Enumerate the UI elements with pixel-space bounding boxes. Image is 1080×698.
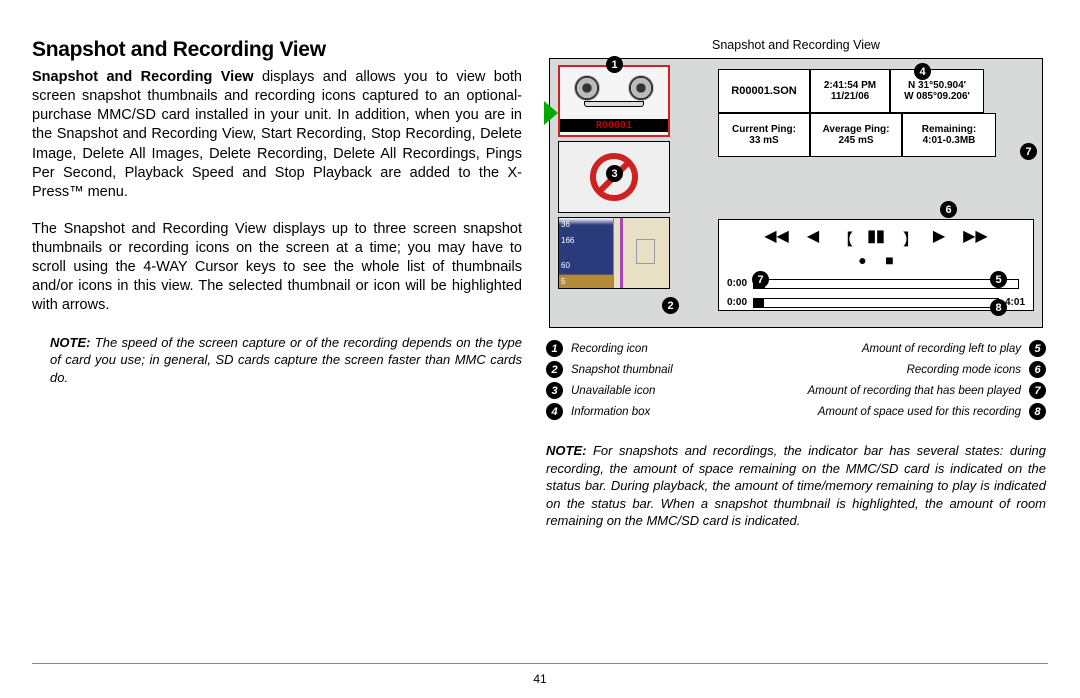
legend-item: 4Information box (546, 403, 673, 420)
recording-thumbnail: R00001 (558, 65, 670, 137)
note1-bold: NOTE: (50, 335, 90, 350)
legend-item: 7Amount of recording that has been playe… (807, 382, 1046, 399)
callout-6: 6 (940, 201, 957, 218)
legend-item: 5Amount of recording left to play (807, 340, 1046, 357)
callout-5: 5 (990, 271, 1007, 288)
pause-icon: ▮▮ (867, 226, 885, 250)
note-2: NOTE: For snapshots and recordings, the … (546, 442, 1046, 530)
step-back-icon: 【 (837, 226, 849, 250)
selection-arrows (548, 65, 680, 141)
datetime-cell: 2:41:54 PM 11/21/06 (810, 69, 890, 113)
divider (32, 663, 1048, 664)
page-number: 41 (0, 672, 1080, 686)
coords-cell: N 31°50.904' W 085°09.206' (890, 69, 984, 113)
forward-fast-icon: ▶▶ (963, 226, 988, 250)
info-row-2: Current Ping: 33 mS Average Ping: 245 mS… (718, 113, 1034, 157)
callout-1: 1 (606, 56, 623, 73)
callout-7b: 7 (752, 271, 769, 288)
note2-rest: For snapshots and recordings, the indica… (546, 443, 1046, 528)
play-icon: ▶ (933, 226, 945, 250)
note-1: NOTE: The speed of the screen capture or… (32, 334, 522, 387)
legend-right: 5Amount of recording left to play 6Recor… (807, 340, 1046, 420)
progress-row-2: 0:00 4:01 (727, 297, 1025, 308)
record-stop-icons: ● ■ (727, 252, 1025, 270)
progress-row-1: 0:00 (727, 278, 1025, 289)
paragraph-1: Snapshot and Recording View displays and… (32, 68, 522, 202)
legend-item: 6Recording mode icons (807, 361, 1046, 378)
page-title: Snapshot and Recording View (32, 38, 522, 62)
legend-left: 1Recording icon 2Snapshot thumbnail 3Una… (546, 340, 673, 420)
rewind-icon: ◀ (807, 226, 819, 250)
arrow-left-icon (544, 101, 558, 125)
map-strip (614, 218, 669, 288)
progress-bar-2 (753, 298, 999, 308)
para1-bold: Snapshot and Recording View (32, 69, 254, 85)
paragraph-2: The Snapshot and Recording View displays… (32, 220, 522, 316)
avgping-cell: Average Ping: 245 mS (810, 113, 902, 157)
record-icon: ● (858, 252, 866, 268)
time-right-2: 4:01 (1005, 297, 1025, 308)
legend-item: 2Snapshot thumbnail (546, 361, 673, 378)
curping-cell: Current Ping: 33 mS (718, 113, 810, 157)
legend-item: 3Unavailable icon (546, 382, 673, 399)
control-icons-row: ◀◀ ◀ 【 ▮▮ 】 ▶ ▶▶ (727, 226, 1025, 250)
callout-7: 7 (1020, 143, 1037, 160)
para1-rest: displays and allows you to view both scr… (32, 69, 522, 200)
note1-rest: The speed of the screen capture or of th… (50, 335, 522, 385)
callout-3: 3 (606, 165, 623, 182)
time-left-1: 0:00 (727, 278, 747, 289)
filename-cell: R00001.SON (718, 69, 810, 113)
legend-item: 8Amount of space used for this recording (807, 403, 1046, 420)
sonar-preview: 36 166 60 5 (559, 218, 669, 288)
callout-2: 2 (662, 297, 679, 314)
progress-bar-1 (753, 279, 1019, 289)
snapshot-thumbnail: 36 166 60 5 (558, 217, 670, 289)
figure-caption: Snapshot and Recording View (546, 38, 1046, 52)
time-left-2: 0:00 (727, 297, 747, 308)
legend-item: 1Recording icon (546, 340, 673, 357)
callout-8: 8 (990, 299, 1007, 316)
legend: 1Recording icon 2Snapshot thumbnail 3Una… (546, 340, 1046, 420)
callout-4: 4 (914, 63, 931, 80)
sonar-strip: 36 166 60 5 (559, 218, 614, 288)
stop-icon: ■ (885, 252, 893, 268)
step-fwd-icon: 】 (903, 226, 915, 250)
remaining-cell: Remaining: 4:01-0.3MB (902, 113, 996, 157)
rewind-fast-icon: ◀◀ (764, 226, 789, 250)
info-row: R00001.SON 2:41:54 PM 11/21/06 N 31°50.9… (718, 69, 1034, 113)
note2-bold: NOTE: (546, 443, 586, 458)
figure-box: R00001 36 166 60 5 (549, 58, 1043, 328)
playback-controls: ◀◀ ◀ 【 ▮▮ 】 ▶ ▶▶ ● ■ 0:00 (718, 219, 1034, 311)
